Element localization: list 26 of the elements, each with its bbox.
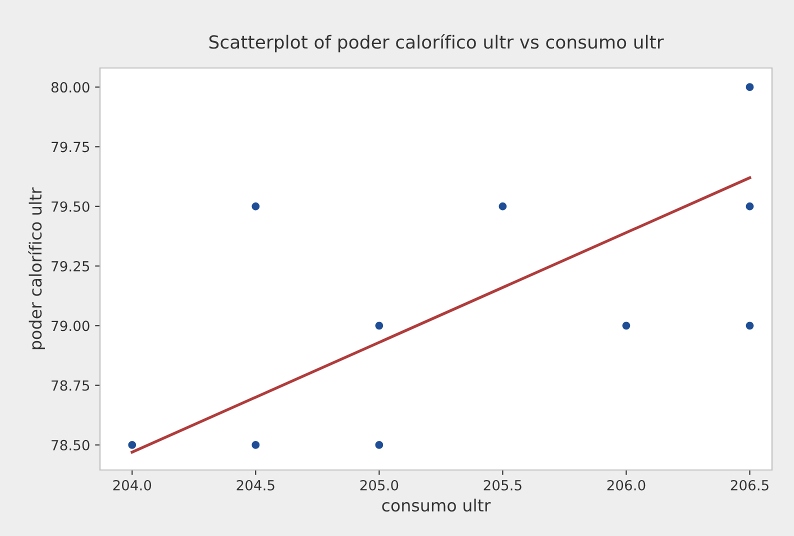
x-tick-label: 205.0 <box>360 480 398 490</box>
point <box>498 202 507 210</box>
x-tick-label: 204.0 <box>113 480 152 490</box>
point <box>252 441 260 449</box>
point <box>622 322 630 330</box>
y-tick-label: 78.75 <box>52 380 90 391</box>
y-axis-title: poder calorífico ultr <box>28 187 45 350</box>
y-tick-label: 79.50 <box>52 201 90 212</box>
y-tick-label: 79.25 <box>52 260 90 272</box>
point <box>252 202 260 210</box>
point <box>375 322 384 330</box>
x-tick-label: 206.5 <box>730 480 768 490</box>
y-tick-label: 79.00 <box>52 320 90 332</box>
point <box>746 322 754 330</box>
y-tick-label: 78.50 <box>52 440 90 450</box>
chart-title: Scatterplot of poder calorífico ultr vs consumo ultr <box>209 34 664 52</box>
point <box>746 202 754 210</box>
x-tick-label: 205.5 <box>484 480 522 490</box>
y-tick-label: 80.00 <box>51 82 90 93</box>
point <box>128 441 136 449</box>
x-axis-title: consumo ultr <box>382 498 491 512</box>
point <box>746 83 754 92</box>
point <box>375 441 384 449</box>
x-tick-label: 204.5 <box>236 480 274 490</box>
x-tick-label: 206.0 <box>607 480 646 490</box>
y-tick-label: 79.75 <box>52 142 90 152</box>
